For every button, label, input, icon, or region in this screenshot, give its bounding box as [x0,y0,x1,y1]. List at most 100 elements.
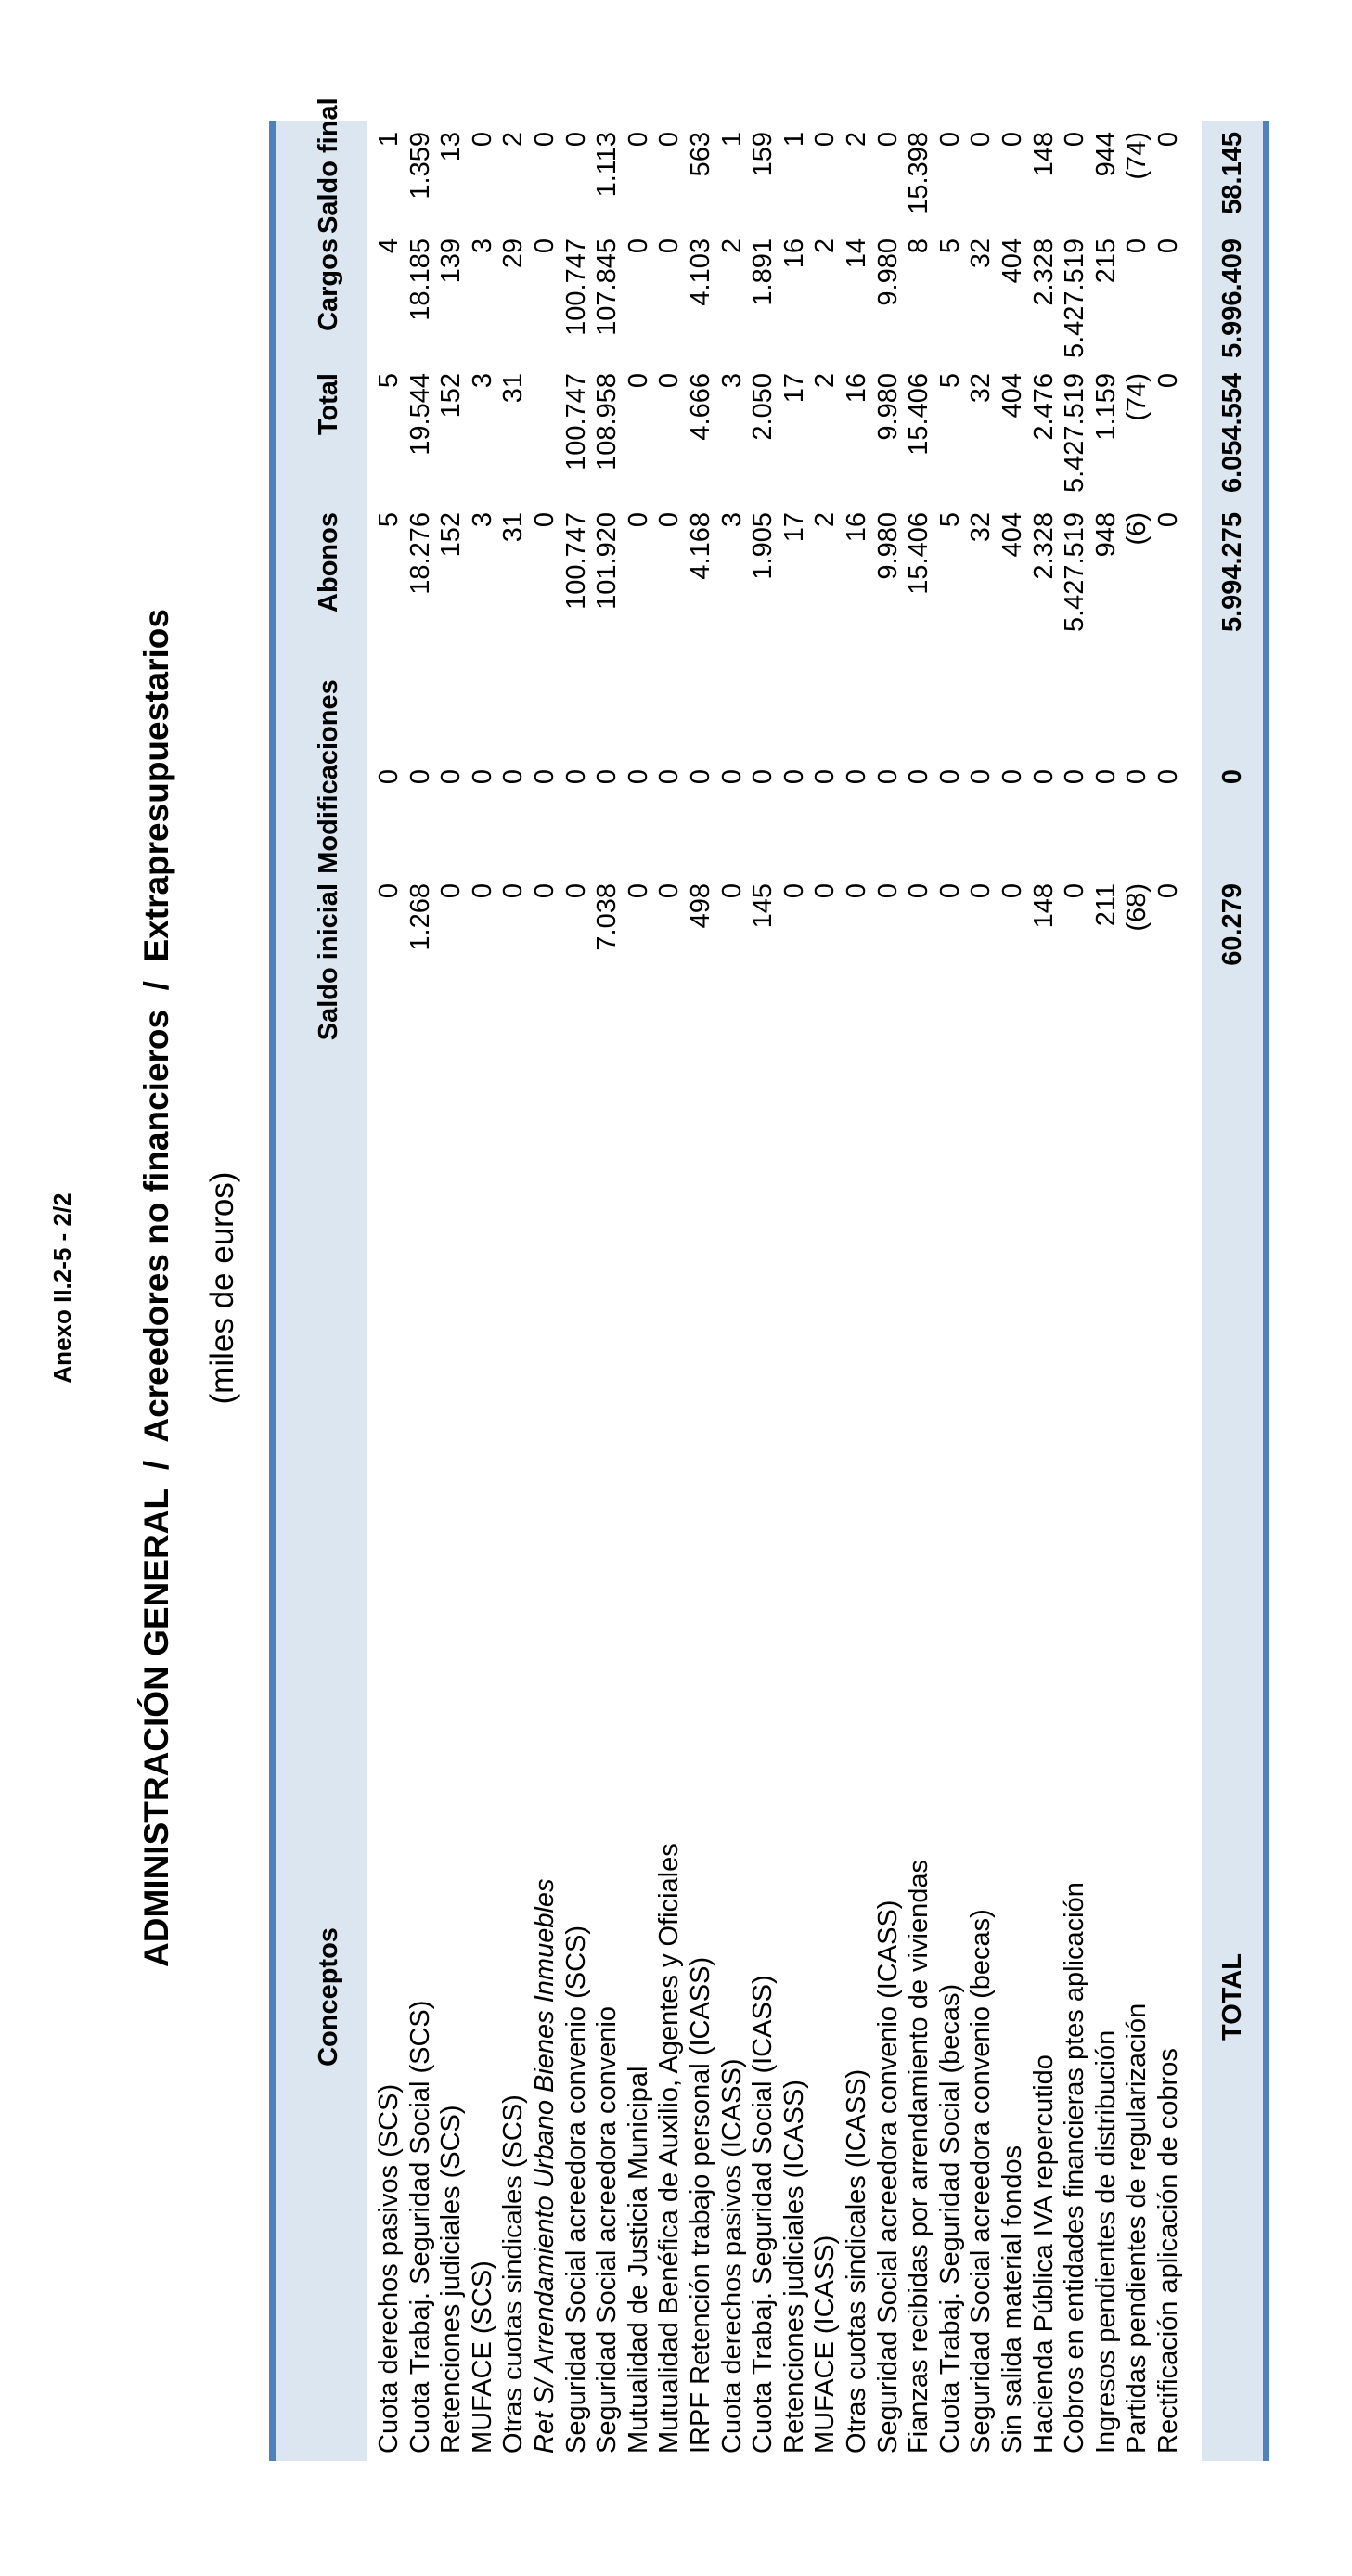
cell-total: 17 [779,373,809,404]
cell-saldo-inicial: 0 [560,883,591,899]
cell-saldo-final: 563 [686,132,715,177]
cell-concepto: IRPF Retención trabajo personal (ICASS) [686,1956,715,2454]
cell-concepto: Sin salida material fondos [998,2145,1027,2454]
cell-modificaciones: 0 [716,768,747,785]
cell-concepto: Retenciones judiciales (SCS) [436,2105,467,2454]
cell-saldo-inicial: 148 [1028,883,1059,929]
cell-concepto: Mutualidad de Justicia Municipal [623,2066,653,2454]
cell-cargos: 0 [623,238,653,254]
cell-saldo-final: 0 [654,132,685,148]
cell-cargos: 0 [530,238,560,254]
cell-cargos: 139 [436,238,467,284]
cell-cargos: 9.980 [872,238,903,306]
cell-abonos: 0 [530,512,560,528]
cell-saldo-inicial: 0 [998,883,1027,899]
total-saldo-inicial: 60.279 [1217,883,1247,966]
cell-cargos: 18.185 [405,238,435,321]
cell-modificaciones: 0 [904,768,934,785]
total-modificaciones: 0 [1217,768,1247,785]
cell-saldo-inicial: 0 [872,883,903,899]
total-saldo-final: 58.145 [1217,132,1247,214]
cell-concepto: Fianzas recibidas por arrendamiento de v… [904,1860,934,2454]
cell-concepto: Cuota Trabaj. Seguridad Social (SCS) [405,2000,435,2454]
cell-modificaciones: 0 [998,768,1027,785]
cell-saldo-final: 2 [498,132,529,148]
cell-modificaciones: 0 [1122,768,1152,785]
cell-modificaciones: 0 [1090,768,1121,785]
cell-total: 5 [934,373,965,389]
cell-abonos: 31 [498,512,529,543]
cell-concepto: MUFACE (ICASS) [810,2235,841,2454]
cell-modificaciones: 0 [810,768,841,785]
cell-total: 1.159 [1090,373,1121,441]
cell-abonos: 0 [1153,512,1183,528]
cell-saldo-final: 15.398 [904,132,934,214]
cell-concepto: Ingresos pendientes de distribución [1090,2029,1121,2454]
cell-concepto: Cuota derechos pasivos (ICASS) [716,2058,747,2454]
cell-concepto: Otras cuotas sindicales (ICASS) [842,2068,871,2454]
table-top-border [269,121,276,2461]
cell-cargos: 29 [498,238,529,269]
cell-saldo-inicial: 0 [779,883,809,899]
cell-cargos: 32 [966,238,997,269]
cell-total: 108.958 [592,373,623,470]
cell-concepto: Cuota derechos pasivos (SCS) [374,2083,404,2454]
cell-abonos: 17 [779,512,809,543]
cell-abonos: 18.276 [405,512,435,595]
cell-abonos: 948 [1090,512,1121,558]
cell-saldo-inicial: 0 [1060,883,1090,899]
cell-modificaciones: 0 [686,768,715,785]
cell-cargos: 14 [842,238,871,269]
cell-total: 2 [810,373,841,389]
cell-saldo-final: 0 [872,132,903,148]
header-total: Total [314,373,343,436]
cell-concepto: Hacienda Pública IVA repercutido [1028,2054,1059,2454]
cell-total: 15.406 [904,373,934,456]
cell-abonos: 16 [842,512,871,543]
cell-saldo-final: 148 [1028,132,1059,177]
cell-saldo-final: 944 [1090,132,1121,177]
cell-saldo-final: 0 [623,132,653,148]
cell-modificaciones: 0 [1060,768,1090,785]
cell-total: 3 [716,373,747,389]
cell-modificaciones: 0 [842,768,871,785]
cell-total: 5 [374,373,404,389]
cell-total: 0 [623,373,653,389]
cell-total: 4.666 [686,373,715,441]
cell-cargos: 4 [374,238,404,254]
header-conceptos: Conceptos [314,1927,343,2067]
cell-saldo-inicial: 1.268 [405,883,435,951]
cell-abonos: 101.920 [592,512,623,610]
header-saldo-final: Saldo final [314,97,343,234]
cell-abonos: 152 [436,512,467,558]
cell-total: 31 [498,373,529,404]
cell-concepto: Seguridad Social acreedora convenio (SCS… [560,1925,591,2454]
cell-saldo-inicial: 0 [467,883,497,899]
cell-concepto: Mutualidad Benéfica de Auxilio, Agentes … [654,1843,685,2454]
cell-abonos: 2 [810,512,841,528]
table-bottom-border [1263,121,1269,2461]
cell-modificaciones: 0 [374,768,404,785]
cell-saldo-final: 1 [779,132,809,148]
cell-abonos: 100.747 [560,512,591,610]
cell-concepto: Otras cuotas sindicales (SCS) [498,2094,529,2454]
cell-abonos: 0 [623,512,653,528]
cell-cargos: 16 [779,238,809,269]
cell-saldo-inicial: 211 [1090,883,1121,927]
totals-row: TOTAL 60.279 0 5.994.275 6.054.554 5.996… [1202,121,1263,2461]
cell-concepto: Retenciones judiciales (ICASS) [779,2080,809,2454]
cell-concepto: Cuota Trabaj. Seguridad Social (becas) [934,1983,965,2454]
cell-modificaciones: 0 [654,768,685,785]
cell-saldo-inicial: (68) [1122,883,1152,932]
cell-concepto: Rectificación aplicación de cobros [1153,2048,1183,2454]
cell-concepto: MUFACE (SCS) [467,2260,497,2454]
total-cargos: 5.996.409 [1217,238,1247,359]
cell-total: 100.747 [560,373,591,470]
cell-abonos: 5.427.519 [1060,512,1090,633]
cell-modificaciones: 0 [405,768,435,785]
cell-concepto: Cuota Trabaj. Seguridad Social (ICASS) [748,1975,779,2454]
cell-total: 404 [998,373,1027,419]
cell-modificaciones: 0 [748,768,779,785]
cell-modificaciones: 0 [966,768,997,785]
